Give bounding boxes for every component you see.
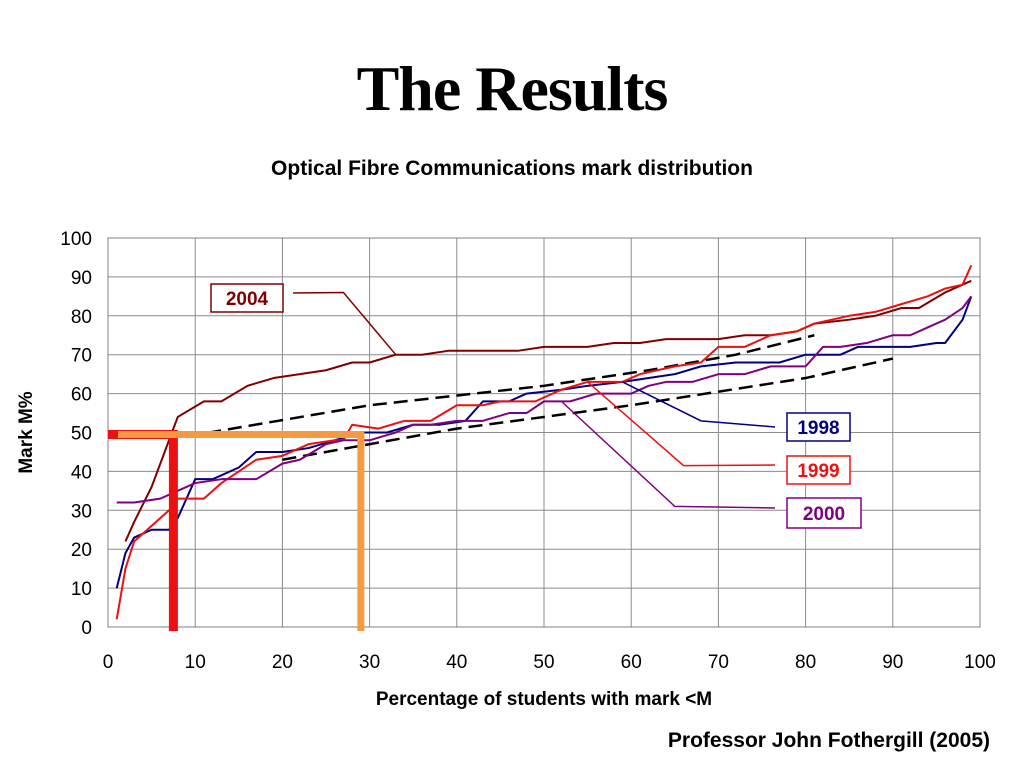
footer-credit: Professor John Fothergill (2005) <box>667 729 990 752</box>
series-line-1999 <box>115 264 973 620</box>
y-tick-label: 20 <box>71 540 92 561</box>
trend-line-dashed <box>282 357 894 461</box>
callout-box-1998 <box>786 412 851 442</box>
chart-title: Optical Fibre Communications mark distri… <box>271 157 753 180</box>
axis-ticks: 0 10 20 30 40 50 60 70 80 90 100 0 10 20 30 40 50 60 70 80 9… <box>60 229 996 673</box>
y-tick-label: 40 <box>71 462 92 483</box>
callout-label-1999: 1999 <box>797 461 839 482</box>
x-tick-label: 100 <box>964 652 996 673</box>
callout-box-2000 <box>786 497 862 529</box>
x-tick-label: 90 <box>882 652 903 673</box>
x-tick-label: 10 <box>185 652 206 673</box>
callout-box-1999 <box>786 455 851 485</box>
data-series <box>115 264 973 620</box>
x-tick-label: 40 <box>446 652 467 673</box>
x-tick-label: 0 <box>103 652 114 673</box>
y-tick-label: 0 <box>81 618 92 639</box>
y-tick-label: 30 <box>71 501 92 522</box>
series-callouts: 2004 1998 1999 2000 <box>210 283 862 529</box>
trend-lines <box>186 334 894 461</box>
callout-leader-2000 <box>560 400 776 509</box>
x-tick-label: 50 <box>533 652 554 673</box>
callout-leader-1999 <box>587 381 776 467</box>
highlight-guide <box>118 430 365 631</box>
callout-label-1998: 1998 <box>797 418 839 439</box>
x-tick-label: 80 <box>795 652 816 673</box>
slide-title: The Results <box>356 53 669 124</box>
x-tick-label: 20 <box>272 652 293 673</box>
callout-leader-1998 <box>622 381 776 428</box>
series-line-2004 <box>124 279 972 542</box>
y-tick-label: 100 <box>60 229 92 250</box>
x-axis-label: Percentage of students with mark <M <box>376 689 712 710</box>
y-axis-label: Mark M% <box>16 391 37 473</box>
y-tick-label: 10 <box>71 579 92 600</box>
series-line-1998 <box>115 296 973 589</box>
trend-line-dashed <box>186 334 815 438</box>
y-tick-label: 70 <box>71 346 92 367</box>
x-tick-label: 60 <box>621 652 642 673</box>
highlight-guides <box>108 429 365 631</box>
y-tick-label: 80 <box>71 307 92 328</box>
callout-label-2004: 2004 <box>226 289 269 310</box>
series-line-2000 <box>116 295 973 504</box>
x-tick-label: 30 <box>359 652 380 673</box>
y-tick-label: 60 <box>71 385 92 406</box>
x-tick-label: 70 <box>708 652 729 673</box>
callout-leader-2004 <box>292 291 397 356</box>
callout-box-2004 <box>210 283 284 313</box>
y-tick-label: 50 <box>71 424 92 445</box>
highlight-guide <box>108 429 178 631</box>
y-tick-label: 90 <box>71 268 92 289</box>
callout-label-2000: 2000 <box>803 504 845 525</box>
